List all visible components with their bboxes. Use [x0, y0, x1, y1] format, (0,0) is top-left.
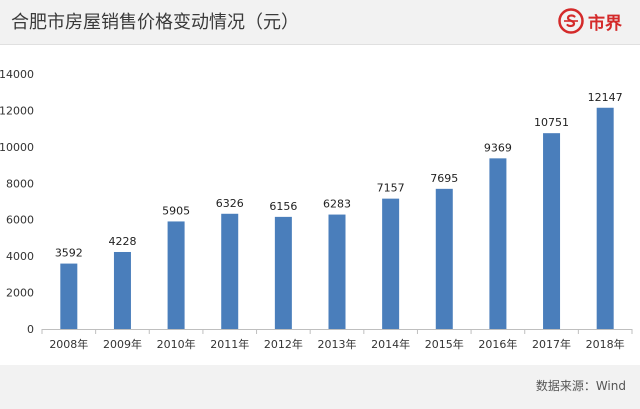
bar — [489, 158, 507, 329]
brand-logo-text: 市界 — [588, 13, 622, 34]
bar — [435, 188, 453, 329]
bar-value-label: 10751 — [534, 116, 569, 129]
y-tick-label: 6000 — [6, 214, 34, 227]
chart-header: 合肥市房屋销售价格变动情况（元） 市界 — [0, 0, 640, 44]
x-tick-label: 2013年 — [318, 337, 357, 351]
chart-title: 合肥市房屋销售价格变动情况（元） — [11, 12, 299, 33]
bar-value-label: 6326 — [216, 197, 244, 210]
y-tick-label: 8000 — [6, 177, 34, 190]
brand-logo-icon — [558, 8, 584, 34]
bar — [328, 214, 346, 329]
bar — [596, 107, 614, 329]
header-divider — [0, 44, 640, 45]
bar-chart: 0 2000 4000 6000 8000 10000 12000 14000 3592 422… — [0, 68, 633, 351]
bar-value-label: 3592 — [55, 247, 83, 260]
bar — [543, 133, 561, 329]
x-tick-label: 2014年 — [371, 337, 410, 351]
x-tick-label: 2009年 — [103, 337, 142, 351]
y-tick-label: 2000 — [6, 287, 34, 300]
x-tick-label: 2017年 — [532, 337, 571, 351]
bars-group — [60, 107, 614, 329]
x-tick-label: 2012年 — [264, 337, 303, 351]
x-tick-label: 2008年 — [49, 337, 88, 351]
data-labels-group: 3592 4228 5905 6326 6156 6283 7157 7695 9369 1075… — [55, 91, 623, 260]
bar — [167, 221, 185, 329]
y-axis: 0 2000 4000 6000 8000 10000 12000 14000 — [0, 68, 34, 336]
x-axis: 2008年 2009年 2010年 2011年 2012年 2013年 2014年 2015年… — [41, 329, 633, 351]
bar — [221, 213, 239, 329]
bar-value-label: 5905 — [162, 204, 190, 217]
bar-value-label: 7695 — [430, 172, 458, 185]
bar-value-label: 7157 — [377, 182, 405, 195]
chart-footer: 数据来源：Wind — [0, 365, 640, 409]
x-tick-label: 2018年 — [586, 337, 625, 351]
y-tick-label: 10000 — [0, 141, 34, 154]
bar-value-label: 6156 — [269, 200, 297, 213]
y-tick-label: 12000 — [0, 104, 34, 117]
data-source-note: 数据来源：Wind — [535, 379, 626, 393]
y-tick-label: 4000 — [6, 250, 34, 263]
x-tick-label: 2010年 — [157, 337, 196, 351]
y-tick-label: 14000 — [0, 68, 34, 81]
bar-value-label: 6283 — [323, 198, 351, 211]
x-tick-label: 2016年 — [478, 337, 517, 351]
y-tick-label: 0 — [27, 323, 34, 336]
bar — [274, 216, 292, 329]
bar — [113, 251, 131, 329]
x-tick-label: 2015年 — [425, 337, 464, 351]
bar-value-label: 9369 — [484, 141, 512, 154]
bar — [382, 198, 400, 329]
bar-value-label: 4228 — [108, 235, 136, 248]
brand-logo: 市界 — [558, 6, 622, 36]
x-tick-label: 2011年 — [210, 337, 249, 351]
bar-value-label: 12147 — [588, 91, 623, 104]
bar — [60, 263, 78, 329]
